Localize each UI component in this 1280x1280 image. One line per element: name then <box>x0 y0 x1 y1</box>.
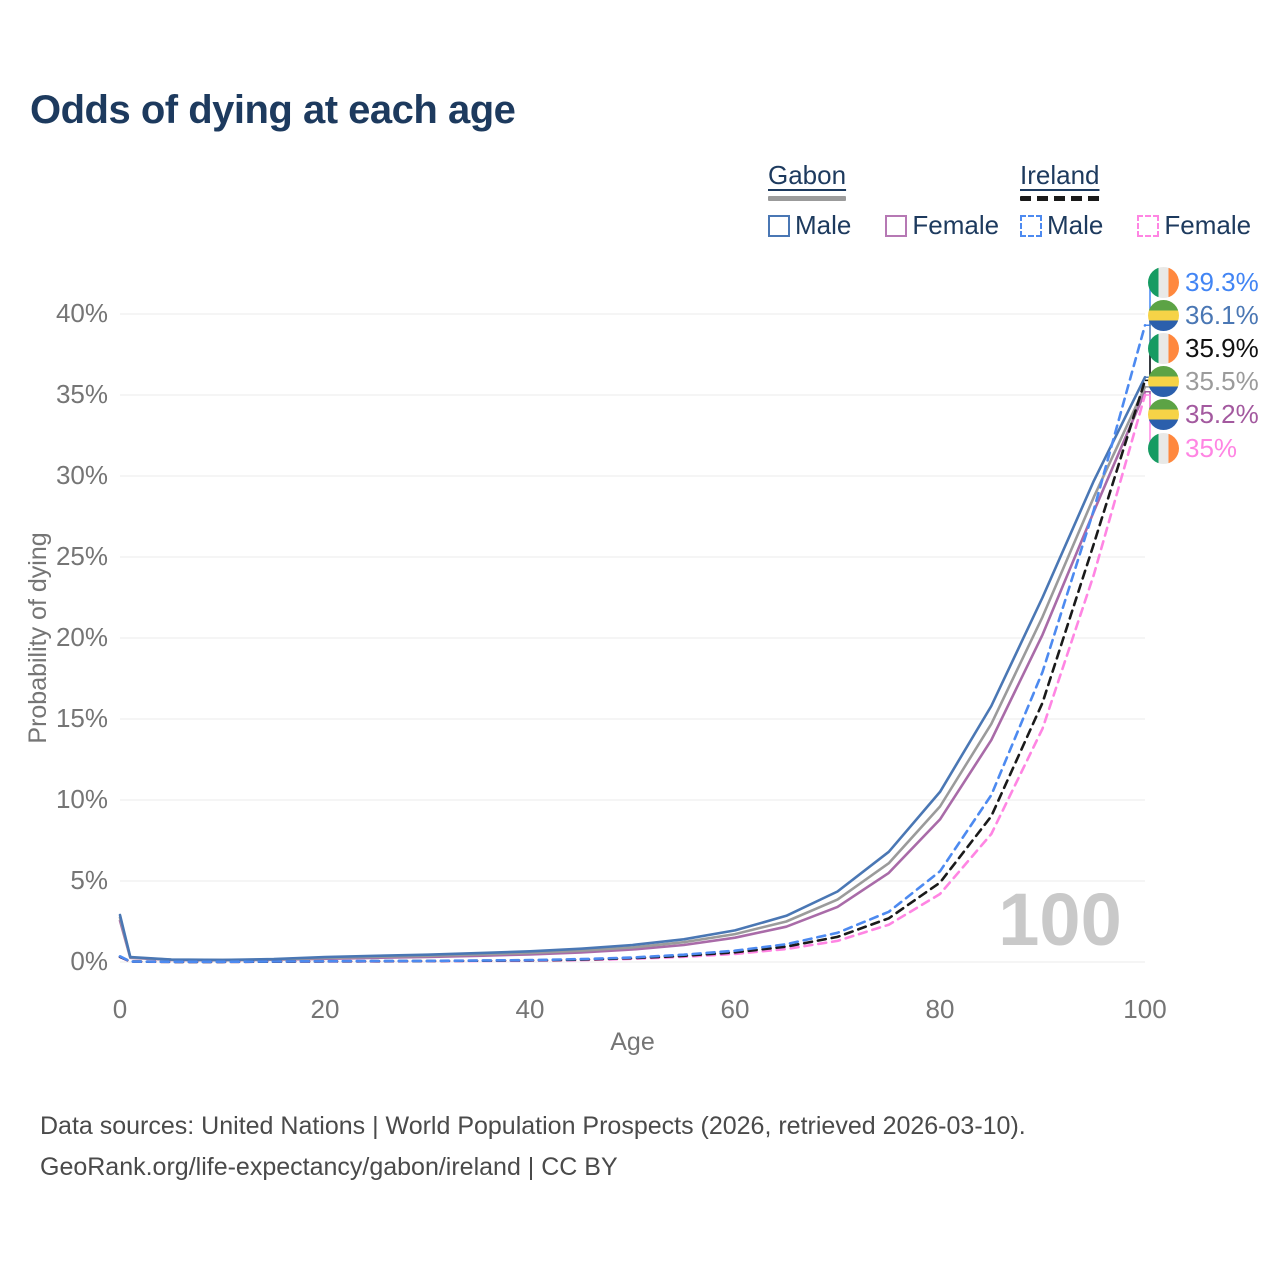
series-line-gabon-female <box>118 390 1147 962</box>
ireland-flag-icon <box>1148 332 1179 364</box>
end-label-gabon-male: 36.1% <box>1148 299 1259 331</box>
legend-country-gabon[interactable]: Gabon <box>768 160 847 190</box>
x-axis-title: Age <box>610 1028 654 1056</box>
end-label-gabon-female: 35.2% <box>1148 398 1259 430</box>
gabon-flag-icon <box>1148 398 1179 430</box>
end-label-value: 35.9% <box>1185 332 1259 363</box>
legend-group-gabon: Gabon Male Female <box>768 160 999 241</box>
legend-item-ireland-male[interactable]: Male <box>1020 210 1103 241</box>
x-tick-label: 60 <box>721 994 750 1024</box>
legend-item-ireland-female[interactable]: Female <box>1137 210 1251 241</box>
end-label-gabon: 35.5% <box>1148 365 1259 397</box>
ireland-male-swatch-icon <box>1020 214 1042 237</box>
y-tick-label: 30% <box>56 460 108 490</box>
x-tick-label: 40 <box>516 994 545 1024</box>
y-tick-label: 0% <box>70 946 108 976</box>
legend-item-gabon-female[interactable]: Female <box>885 210 999 241</box>
gabon-flag-icon <box>1148 299 1179 331</box>
y-tick-label: 40% <box>56 298 108 328</box>
series-line-ireland <box>118 379 1147 964</box>
gabon-male-swatch-icon <box>768 214 790 237</box>
y-tick-label: 5% <box>70 865 108 895</box>
y-tick-label: 15% <box>56 703 108 733</box>
legend-group-ireland: Ireland Male Female <box>1020 160 1251 241</box>
end-label-value: 39.3% <box>1185 266 1259 297</box>
footer-attribution: GeoRank.org/life-expectancy/gabon/irelan… <box>40 1153 618 1181</box>
watermark-age-100: 100 <box>998 878 1121 961</box>
gabon-female-swatch-icon <box>885 214 908 237</box>
y-tick-label: 10% <box>56 784 108 814</box>
ireland-flag-icon <box>1148 266 1179 298</box>
x-tick-label: 80 <box>926 994 955 1024</box>
x-tick-label: 100 <box>1123 994 1166 1024</box>
series-line-ireland-female <box>118 393 1147 964</box>
gabon-flag-icon <box>1148 365 1179 397</box>
y-tick-label: 20% <box>56 622 108 652</box>
footer-data-sources: Data sources: United Nations | World Pop… <box>40 1112 1026 1140</box>
end-label-value: 35% <box>1185 432 1238 463</box>
x-tick-label: 0 <box>113 994 127 1024</box>
y-axis-title: Probability of dying <box>24 532 52 743</box>
footer: Data sources: United Nations | World Pop… <box>40 1106 1026 1188</box>
series-line-gabon-male <box>118 375 1147 962</box>
ireland-flag-icon <box>1148 432 1179 464</box>
series-line-ireland-male <box>118 323 1147 964</box>
page-title: Odds of dying at each age <box>30 88 516 132</box>
end-label-ireland: 35.9% <box>1148 332 1259 364</box>
series-line-gabon <box>118 385 1147 962</box>
legend-item-gabon-male[interactable]: Male <box>768 210 851 241</box>
gabon-line-swatch <box>768 196 846 201</box>
end-label-value: 35.2% <box>1185 398 1259 429</box>
legend-label: Male <box>1047 210 1104 240</box>
legend-label: Female <box>912 210 1000 240</box>
end-label-ireland-female: 35% <box>1148 432 1237 464</box>
x-tick-label: 20 <box>311 994 340 1024</box>
y-tick-label: 25% <box>56 541 108 571</box>
legend-country-ireland[interactable]: Ireland <box>1020 160 1100 190</box>
legend-label: Male <box>795 210 852 240</box>
end-label-ireland-male: 39.3% <box>1148 266 1259 298</box>
end-label-value: 35.5% <box>1185 365 1259 396</box>
end-label-value: 36.1% <box>1185 299 1259 330</box>
legend-label: Female <box>1164 210 1252 240</box>
y-tick-label: 35% <box>56 379 108 409</box>
ireland-female-swatch-icon <box>1137 214 1160 237</box>
ireland-line-swatch <box>1020 196 1104 201</box>
